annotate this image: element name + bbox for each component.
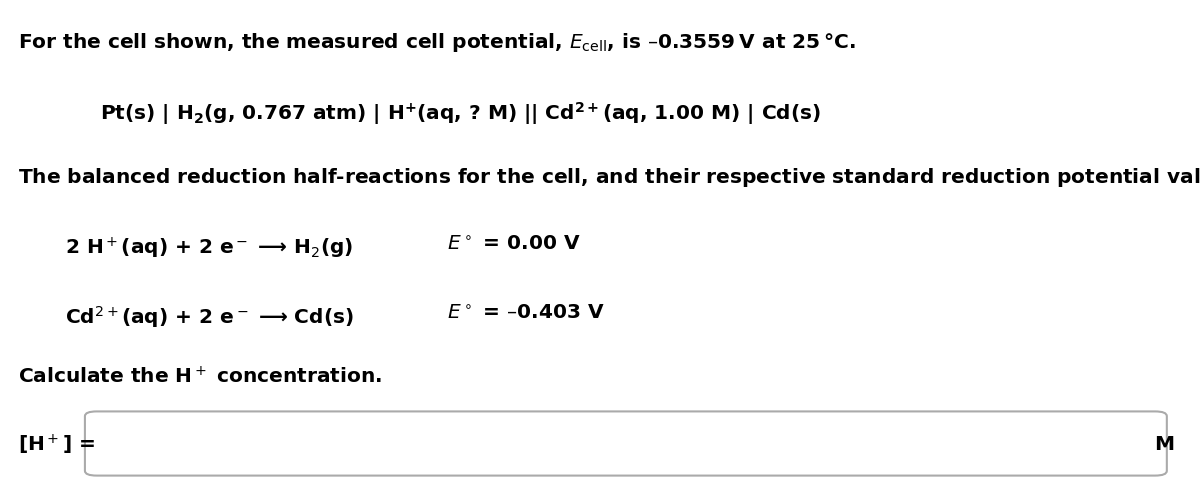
Text: [H$^+$] =: [H$^+$] = <box>18 431 95 456</box>
Text: For the cell shown, the measured cell potential, $\mathit{E}_{\mathrm{cell}}$, i: For the cell shown, the measured cell po… <box>18 31 856 54</box>
Text: Cd$^{2+}$(aq) + 2 e$^-$ ⟶ Cd(s): Cd$^{2+}$(aq) + 2 e$^-$ ⟶ Cd(s) <box>65 303 354 330</box>
Text: $\mathit{E}^\circ$ = –0.403 V: $\mathit{E}^\circ$ = –0.403 V <box>448 303 605 323</box>
FancyBboxPatch shape <box>85 411 1166 476</box>
Text: Calculate the H$^+$ concentration.: Calculate the H$^+$ concentration. <box>18 365 382 387</box>
Text: $\mathit{E}^\circ$ = 0.00 V: $\mathit{E}^\circ$ = 0.00 V <box>448 235 581 254</box>
Text: The balanced reduction half-reactions for the cell, and their respective standar: The balanced reduction half-reactions fo… <box>18 166 1200 189</box>
Text: M: M <box>1153 434 1174 453</box>
Text: 2 H$^+$(aq) + 2 e$^-$ ⟶ H$_2$(g): 2 H$^+$(aq) + 2 e$^-$ ⟶ H$_2$(g) <box>65 235 353 260</box>
Text: Pt(s) | H$_\mathbf{2}$(g, 0.767 atm) | H$^\mathbf{+}$(aq, ? M) || Cd$^\mathbf{2+: Pt(s) | H$_\mathbf{2}$(g, 0.767 atm) | H… <box>101 100 821 126</box>
